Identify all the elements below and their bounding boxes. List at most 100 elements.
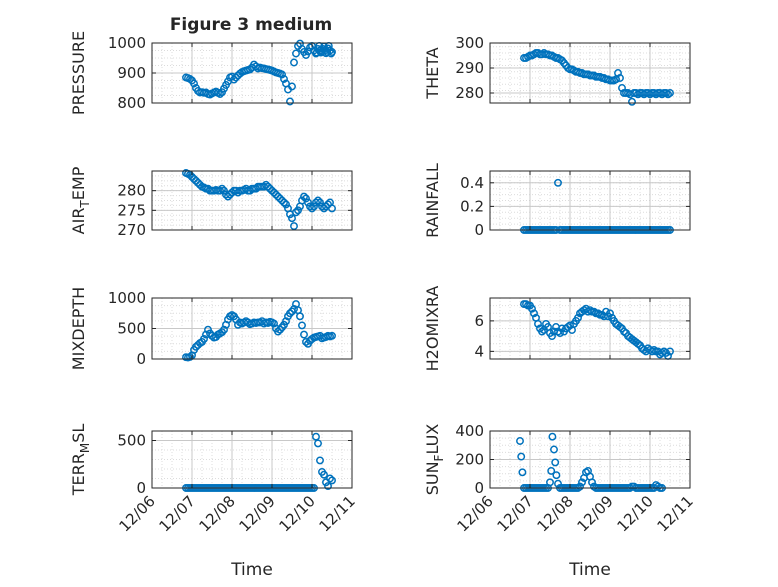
data-point xyxy=(666,347,674,356)
y-tick-label: 800 xyxy=(117,94,146,112)
y-tick-label: 1000 xyxy=(108,289,146,307)
data-point xyxy=(298,321,306,330)
data-point xyxy=(538,327,546,336)
y-tick-label: 270 xyxy=(117,221,146,239)
data-point xyxy=(232,73,240,82)
data-point xyxy=(272,190,280,199)
data-point xyxy=(314,196,322,205)
y-tick-label: 300 xyxy=(455,34,484,52)
data-point xyxy=(566,321,574,330)
data-point xyxy=(278,196,286,205)
data-point xyxy=(312,432,320,441)
x-tick-label: 12/06 xyxy=(116,492,159,535)
y-tick-label: 0 xyxy=(136,479,146,497)
data-point xyxy=(304,198,312,207)
y-axis-label: AIRTEMP xyxy=(69,166,92,234)
data-point xyxy=(588,478,596,487)
data-point xyxy=(250,60,258,69)
y-tick-label: 0 xyxy=(474,221,484,239)
data-point xyxy=(192,176,200,185)
y-tick-label: 280 xyxy=(117,182,146,200)
y-tick-label: 500 xyxy=(117,432,146,450)
data-point xyxy=(288,82,296,91)
y-tick-label: 6 xyxy=(474,312,484,330)
y-tick-label: 4 xyxy=(474,342,484,360)
y-tick-label: 0.2 xyxy=(460,197,484,215)
data-point xyxy=(288,214,296,223)
data-point xyxy=(220,186,228,195)
data-point xyxy=(296,312,304,321)
data-point xyxy=(300,192,308,201)
data-point xyxy=(302,194,310,203)
x-tick-label: 12/07 xyxy=(156,492,199,535)
subplot-mixdepth: 0 500 1000 MIXDEPTH xyxy=(69,287,353,370)
data-point xyxy=(628,97,636,106)
axes-box xyxy=(489,170,691,231)
data-point xyxy=(306,202,314,211)
y-axis-label: RAINFALL xyxy=(423,163,442,238)
data-point xyxy=(578,478,586,487)
data-point xyxy=(548,432,557,441)
axes-box xyxy=(151,430,353,489)
subplot-theta: 280 290 300 THETA xyxy=(423,34,691,106)
y-axis-label: MIXDEPTH xyxy=(69,287,88,370)
y-tick-label: 280 xyxy=(455,84,484,102)
data-point xyxy=(286,97,294,106)
y-axis-label: THETA xyxy=(423,47,442,99)
y-tick-label: 200 xyxy=(455,451,484,469)
data-point xyxy=(602,307,610,316)
subplot-pressure: 800 900 1000 PRESSURE xyxy=(69,31,353,115)
y-tick-label: 500 xyxy=(117,320,146,338)
y-tick-label: 0.4 xyxy=(460,174,484,192)
y-tick-label: 900 xyxy=(117,64,146,82)
data-point xyxy=(312,198,320,207)
data-point xyxy=(328,331,336,340)
data-point xyxy=(316,456,324,465)
data-point xyxy=(274,327,282,336)
x-axis-label: Time xyxy=(568,560,611,580)
y-tick-label: 400 xyxy=(455,422,484,440)
subplot-sun: 0 200 400 SUNFLUX 12/0612/0712/0812/0912/101… xyxy=(423,422,697,580)
data-point xyxy=(576,482,584,491)
y-axis-label: SUNFLUX xyxy=(423,424,446,496)
data-point xyxy=(552,471,561,480)
data-point xyxy=(218,184,226,193)
data-point xyxy=(554,479,562,488)
subplot-rainfall: 0 0.2 0.4 RAINFALL xyxy=(423,163,691,239)
data-point xyxy=(266,184,274,193)
data-point xyxy=(230,75,238,84)
data-point xyxy=(551,458,560,467)
y-axis-label: TERRMSL xyxy=(69,424,92,497)
axes-box xyxy=(151,170,353,231)
data-point xyxy=(590,307,598,316)
data-point xyxy=(274,192,282,201)
data-point xyxy=(574,313,582,322)
data-point xyxy=(666,89,674,97)
data-point xyxy=(314,439,322,448)
x-tick-label: 12/09 xyxy=(236,492,279,535)
y-tick-label: 1000 xyxy=(108,34,146,52)
data-point xyxy=(616,74,624,82)
data-point xyxy=(294,206,302,215)
x-tick-label: 12/09 xyxy=(574,492,617,535)
axes-box xyxy=(489,42,691,104)
data-point xyxy=(278,70,286,79)
data-point xyxy=(282,200,290,209)
data-point xyxy=(276,194,284,203)
data-point xyxy=(316,198,324,207)
data-point xyxy=(246,65,254,74)
data-point xyxy=(300,330,308,339)
x-axis-label: Time xyxy=(230,560,273,580)
data-point xyxy=(290,222,298,231)
y-tick-label: 0 xyxy=(474,479,484,497)
data-point xyxy=(328,48,336,56)
data-point xyxy=(308,204,316,213)
y-tick-label: 290 xyxy=(455,59,484,77)
subplot-terr: 0 500 TERRMSL 12/0612/0712/0812/0912/1012/1… xyxy=(69,424,359,580)
data-point xyxy=(324,482,332,491)
data-point xyxy=(516,437,524,445)
x-tick-label: 12/08 xyxy=(534,492,577,535)
